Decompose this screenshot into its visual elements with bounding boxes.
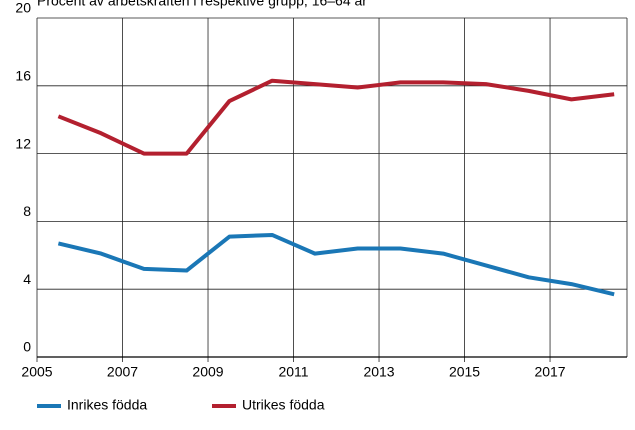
data-line	[57, 232, 615, 297]
x-tick-label: 2007	[107, 364, 138, 380]
x-tick-label: 2013	[363, 364, 394, 380]
chart-subtitle: Procent av arbetskraften i respektive gr…	[37, 0, 367, 9]
legend-label: Inrikes födda	[67, 397, 147, 413]
y-tick-label: 8	[23, 203, 31, 219]
x-tick-label: 2017	[534, 364, 565, 380]
x-tick-label: 2009	[192, 364, 223, 380]
y-tick-label: 12	[15, 135, 31, 151]
legend-label: Utrikes födda	[242, 397, 325, 413]
y-tick-label: 16	[15, 68, 31, 84]
data-line	[57, 78, 615, 156]
x-tick-label: 2015	[449, 364, 480, 380]
y-tick-label: 0	[23, 339, 31, 355]
x-tick-label: 2011	[278, 364, 308, 380]
x-tick-label: 2005	[21, 364, 52, 380]
y-tick-label: 20	[15, 0, 31, 16]
y-tick-label: 4	[23, 271, 31, 287]
